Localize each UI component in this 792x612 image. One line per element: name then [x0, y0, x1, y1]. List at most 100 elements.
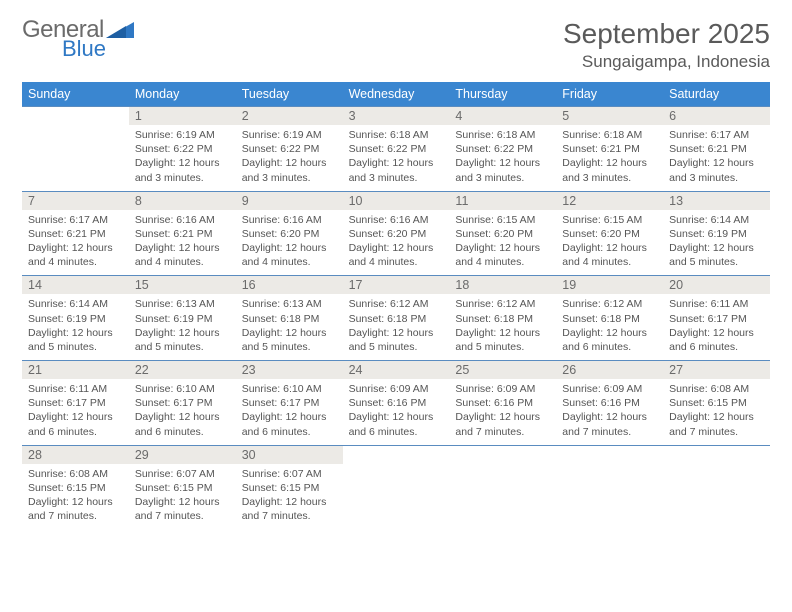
calendar-empty-cell	[343, 445, 450, 530]
calendar-day-cell: 19 Sunrise: 6:12 AMSunset: 6:18 PMDayligh…	[556, 275, 663, 360]
calendar-day-cell: 6 Sunrise: 6:17 AMSunset: 6:21 PMDaylight…	[663, 106, 770, 191]
day-info: Sunrise: 6:16 AMSunset: 6:20 PMDaylight:…	[236, 213, 343, 270]
calendar-day-cell: 13 Sunrise: 6:14 AMSunset: 6:19 PMDayligh…	[663, 191, 770, 276]
calendar-empty-cell	[556, 445, 663, 530]
calendar-day-cell: 29Sunrise: 6:07 AMSunset: 6:15 PMDayligh…	[129, 445, 236, 530]
calendar-day-cell: 3Sunrise: 6:18 AMSunset: 6:22 PMDaylight…	[343, 106, 450, 191]
day-number: 10	[343, 192, 450, 210]
day-info: Sunrise: 6:11 AMSunset: 6:17 PMDaylight:…	[22, 382, 129, 439]
calendar-day-cell: 2 Sunrise: 6:19 AMSunset: 6:22 PMDaylight…	[236, 106, 343, 191]
day-number: 4	[449, 107, 556, 125]
brand-logo: General Blue	[22, 18, 134, 60]
day-info: Sunrise: 6:14 AMSunset: 6:19 PMDaylight:…	[663, 213, 770, 270]
weekday-header: Tuesday	[236, 82, 343, 106]
day-number: 20	[663, 276, 770, 294]
calendar-day-cell: 18Sunrise: 6:12 AMSunset: 6:18 PMDayligh…	[449, 275, 556, 360]
day-info: Sunrise: 6:15 AMSunset: 6:20 PMDaylight:…	[449, 213, 556, 270]
calendar-day-cell: 7 Sunrise: 6:17 AMSunset: 6:21 PMDaylight…	[22, 191, 129, 276]
calendar-day-cell: 26 Sunrise: 6:09 AMSunset: 6:16 PMDayligh…	[556, 360, 663, 445]
day-number: 13	[663, 192, 770, 210]
day-info: Sunrise: 6:16 AMSunset: 6:20 PMDaylight:…	[343, 213, 450, 270]
location-text: Sungaigampa, Indonesia	[563, 52, 770, 72]
day-info: Sunrise: 6:19 AMSunset: 6:22 PMDaylight:…	[129, 128, 236, 185]
weekday-header: Thursday	[449, 82, 556, 106]
day-number: 18	[449, 276, 556, 294]
day-number: 24	[343, 361, 450, 379]
day-number: 21	[22, 361, 129, 379]
day-info: Sunrise: 6:18 AMSunset: 6:22 PMDaylight:…	[449, 128, 556, 185]
day-info: Sunrise: 6:10 AMSunset: 6:17 PMDaylight:…	[129, 382, 236, 439]
weekday-header: Monday	[129, 82, 236, 106]
day-number: 15	[129, 276, 236, 294]
calendar-day-cell: 12 Sunrise: 6:15 AMSunset: 6:20 PMDayligh…	[556, 191, 663, 276]
calendar-day-cell: 21 Sunrise: 6:11 AMSunset: 6:17 PMDayligh…	[22, 360, 129, 445]
day-info: Sunrise: 6:13 AMSunset: 6:18 PMDaylight:…	[236, 297, 343, 354]
calendar-day-cell: 16 Sunrise: 6:13 AMSunset: 6:18 PMDayligh…	[236, 275, 343, 360]
day-number: 3	[343, 107, 450, 125]
day-number: 16	[236, 276, 343, 294]
day-number: 26	[556, 361, 663, 379]
calendar-empty-cell	[663, 445, 770, 530]
weekday-header: Friday	[556, 82, 663, 106]
day-info: Sunrise: 6:14 AMSunset: 6:19 PMDaylight:…	[22, 297, 129, 354]
calendar-day-cell: 1Sunrise: 6:19 AMSunset: 6:22 PMDaylight…	[129, 106, 236, 191]
calendar-day-cell: 15 Sunrise: 6:13 AMSunset: 6:19 PMDayligh…	[129, 275, 236, 360]
day-info: Sunrise: 6:11 AMSunset: 6:17 PMDaylight:…	[663, 297, 770, 354]
day-number: 22	[129, 361, 236, 379]
calendar-day-cell: 22 Sunrise: 6:10 AMSunset: 6:17 PMDayligh…	[129, 360, 236, 445]
day-info: Sunrise: 6:16 AMSunset: 6:21 PMDaylight:…	[129, 213, 236, 270]
brand-blue-text: Blue	[62, 38, 134, 60]
header: General Blue September 2025 Sungaigampa,…	[22, 18, 770, 72]
day-number: 14	[22, 276, 129, 294]
brand-triangle-icon	[106, 20, 134, 40]
day-number: 11	[449, 192, 556, 210]
day-number: 2	[236, 107, 343, 125]
day-number: 19	[556, 276, 663, 294]
day-number: 17	[343, 276, 450, 294]
day-info: Sunrise: 6:18 AMSunset: 6:21 PMDaylight:…	[556, 128, 663, 185]
day-info: Sunrise: 6:17 AMSunset: 6:21 PMDaylight:…	[22, 213, 129, 270]
calendar-grid: SundayMondayTuesdayWednesdayThursdayFrid…	[22, 82, 770, 529]
calendar-page: General Blue September 2025 Sungaigampa,…	[0, 0, 792, 539]
day-number: 27	[663, 361, 770, 379]
weekday-header: Saturday	[663, 82, 770, 106]
day-info: Sunrise: 6:19 AMSunset: 6:22 PMDaylight:…	[236, 128, 343, 185]
day-info: Sunrise: 6:12 AMSunset: 6:18 PMDaylight:…	[556, 297, 663, 354]
day-number: 5	[556, 107, 663, 125]
title-block: September 2025 Sungaigampa, Indonesia	[563, 18, 770, 72]
calendar-day-cell: 8Sunrise: 6:16 AMSunset: 6:21 PMDaylight…	[129, 191, 236, 276]
day-number: 12	[556, 192, 663, 210]
weekday-header: Sunday	[22, 82, 129, 106]
day-info: Sunrise: 6:13 AMSunset: 6:19 PMDaylight:…	[129, 297, 236, 354]
day-info: Sunrise: 6:12 AMSunset: 6:18 PMDaylight:…	[343, 297, 450, 354]
calendar-day-cell: 5 Sunrise: 6:18 AMSunset: 6:21 PMDaylight…	[556, 106, 663, 191]
calendar-day-cell: 23 Sunrise: 6:10 AMSunset: 6:17 PMDayligh…	[236, 360, 343, 445]
day-info: Sunrise: 6:17 AMSunset: 6:21 PMDaylight:…	[663, 128, 770, 185]
day-info: Sunrise: 6:07 AMSunset: 6:15 PMDaylight:…	[236, 467, 343, 524]
day-number: 6	[663, 107, 770, 125]
day-info: Sunrise: 6:10 AMSunset: 6:17 PMDaylight:…	[236, 382, 343, 439]
day-info: Sunrise: 6:09 AMSunset: 6:16 PMDaylight:…	[343, 382, 450, 439]
day-info: Sunrise: 6:08 AMSunset: 6:15 PMDaylight:…	[22, 467, 129, 524]
day-number: 28	[22, 446, 129, 464]
day-number: 29	[129, 446, 236, 464]
calendar-day-cell: 9 Sunrise: 6:16 AMSunset: 6:20 PMDaylight…	[236, 191, 343, 276]
calendar-day-cell: 10 Sunrise: 6:16 AMSunset: 6:20 PMDayligh…	[343, 191, 450, 276]
calendar-day-cell: 24 Sunrise: 6:09 AMSunset: 6:16 PMDayligh…	[343, 360, 450, 445]
calendar-day-cell: 17 Sunrise: 6:12 AMSunset: 6:18 PMDayligh…	[343, 275, 450, 360]
calendar-empty-cell	[449, 445, 556, 530]
calendar-day-cell: 27 Sunrise: 6:08 AMSunset: 6:15 PMDayligh…	[663, 360, 770, 445]
day-number: 23	[236, 361, 343, 379]
day-info: Sunrise: 6:08 AMSunset: 6:15 PMDaylight:…	[663, 382, 770, 439]
day-info: Sunrise: 6:15 AMSunset: 6:20 PMDaylight:…	[556, 213, 663, 270]
calendar-day-cell: 4 Sunrise: 6:18 AMSunset: 6:22 PMDaylight…	[449, 106, 556, 191]
calendar-day-cell: 11 Sunrise: 6:15 AMSunset: 6:20 PMDayligh…	[449, 191, 556, 276]
calendar-day-cell: 30Sunrise: 6:07 AMSunset: 6:15 PMDayligh…	[236, 445, 343, 530]
calendar-day-cell: 14 Sunrise: 6:14 AMSunset: 6:19 PMDayligh…	[22, 275, 129, 360]
day-info: Sunrise: 6:09 AMSunset: 6:16 PMDaylight:…	[449, 382, 556, 439]
day-number: 9	[236, 192, 343, 210]
day-number: 7	[22, 192, 129, 210]
day-info: Sunrise: 6:09 AMSunset: 6:16 PMDaylight:…	[556, 382, 663, 439]
weekday-header: Wednesday	[343, 82, 450, 106]
calendar-empty-cell	[22, 106, 129, 191]
